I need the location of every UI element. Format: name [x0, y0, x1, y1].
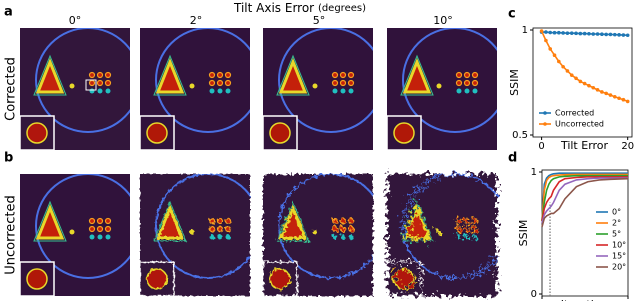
panel-label: a	[4, 5, 13, 20]
point	[608, 32, 613, 37]
y-tick-label: 1	[522, 25, 528, 36]
series-line	[541, 173, 628, 221]
plot-frame	[541, 169, 629, 297]
point	[617, 96, 621, 101]
x-tick-label: 20	[621, 141, 634, 152]
point	[548, 47, 553, 51]
image-panel	[140, 174, 260, 296]
plot-frame	[532, 27, 633, 138]
point	[600, 32, 604, 36]
image-panel	[140, 28, 260, 150]
legend-label: 5°	[612, 230, 621, 239]
column-header: 0°	[69, 14, 82, 27]
point	[621, 97, 626, 102]
title-text: Tilt Axis Error	[233, 1, 314, 15]
legend-marker	[543, 111, 547, 115]
column-header: 10°	[433, 14, 453, 27]
point	[604, 91, 608, 96]
series-line	[541, 176, 628, 221]
point	[561, 31, 565, 35]
point	[582, 81, 587, 86]
y-axis-label: SSIM	[517, 220, 530, 247]
y-tick-label: 0.5	[512, 130, 528, 141]
point	[569, 31, 574, 35]
point	[595, 88, 600, 92]
point	[539, 29, 544, 33]
panel-label: b	[4, 151, 13, 166]
image-panel	[263, 174, 383, 296]
point	[587, 31, 591, 36]
point	[582, 31, 587, 36]
series-line	[541, 177, 628, 224]
point	[617, 33, 621, 37]
point	[561, 64, 565, 69]
point	[587, 83, 591, 88]
column-header: 5°	[313, 14, 326, 27]
point	[552, 30, 557, 35]
legend-label: 20°	[612, 263, 626, 272]
title-unit: (degrees)	[318, 3, 366, 14]
point	[544, 30, 548, 34]
legend-label: 2°	[612, 219, 621, 228]
legend-label: 15°	[612, 252, 626, 261]
point	[608, 93, 613, 97]
y-tick-label: 0	[531, 289, 537, 300]
legend-marker	[543, 122, 547, 126]
point	[574, 31, 578, 36]
point	[621, 33, 626, 37]
point	[612, 32, 617, 37]
point	[578, 79, 583, 84]
panel-label: c	[508, 7, 516, 22]
point	[565, 31, 570, 35]
row-label: Corrected	[4, 57, 19, 121]
image-panel	[387, 28, 507, 150]
point	[612, 94, 617, 99]
point	[544, 38, 548, 43]
point	[595, 32, 600, 36]
legend-label: Corrected	[555, 109, 594, 118]
point	[625, 33, 630, 38]
point	[625, 99, 630, 104]
roi-box	[85, 79, 97, 91]
point	[548, 30, 553, 35]
point	[591, 32, 596, 36]
point	[552, 53, 557, 57]
panel-label: d	[508, 151, 517, 166]
row-label: Uncorrected	[4, 195, 19, 275]
legend-label: 10°	[612, 241, 626, 250]
image-panel	[20, 174, 140, 296]
point	[574, 76, 578, 81]
point	[557, 30, 561, 35]
image-panel	[20, 28, 140, 150]
series-line	[541, 177, 629, 228]
series-line	[540, 30, 628, 103]
point	[591, 85, 596, 90]
series-line	[541, 174, 628, 221]
point	[578, 31, 583, 36]
point	[557, 59, 561, 64]
figure-title: Tilt Axis Error (degrees)	[233, 1, 366, 15]
point	[604, 32, 608, 37]
legend-label: 0°	[612, 208, 621, 217]
image-panel	[263, 28, 383, 150]
series-line	[541, 172, 628, 221]
point	[565, 69, 570, 73]
x-tick-label: 0	[538, 141, 544, 152]
image-panel	[387, 174, 507, 296]
point	[600, 90, 604, 94]
x-axis-label: Tilt Error	[560, 139, 609, 152]
point	[569, 73, 574, 77]
y-axis-label: SSIM	[508, 69, 521, 96]
y-tick-label: 1	[531, 167, 537, 178]
legend-label: Uncorrected	[555, 120, 604, 129]
column-header: 2°	[190, 14, 203, 27]
